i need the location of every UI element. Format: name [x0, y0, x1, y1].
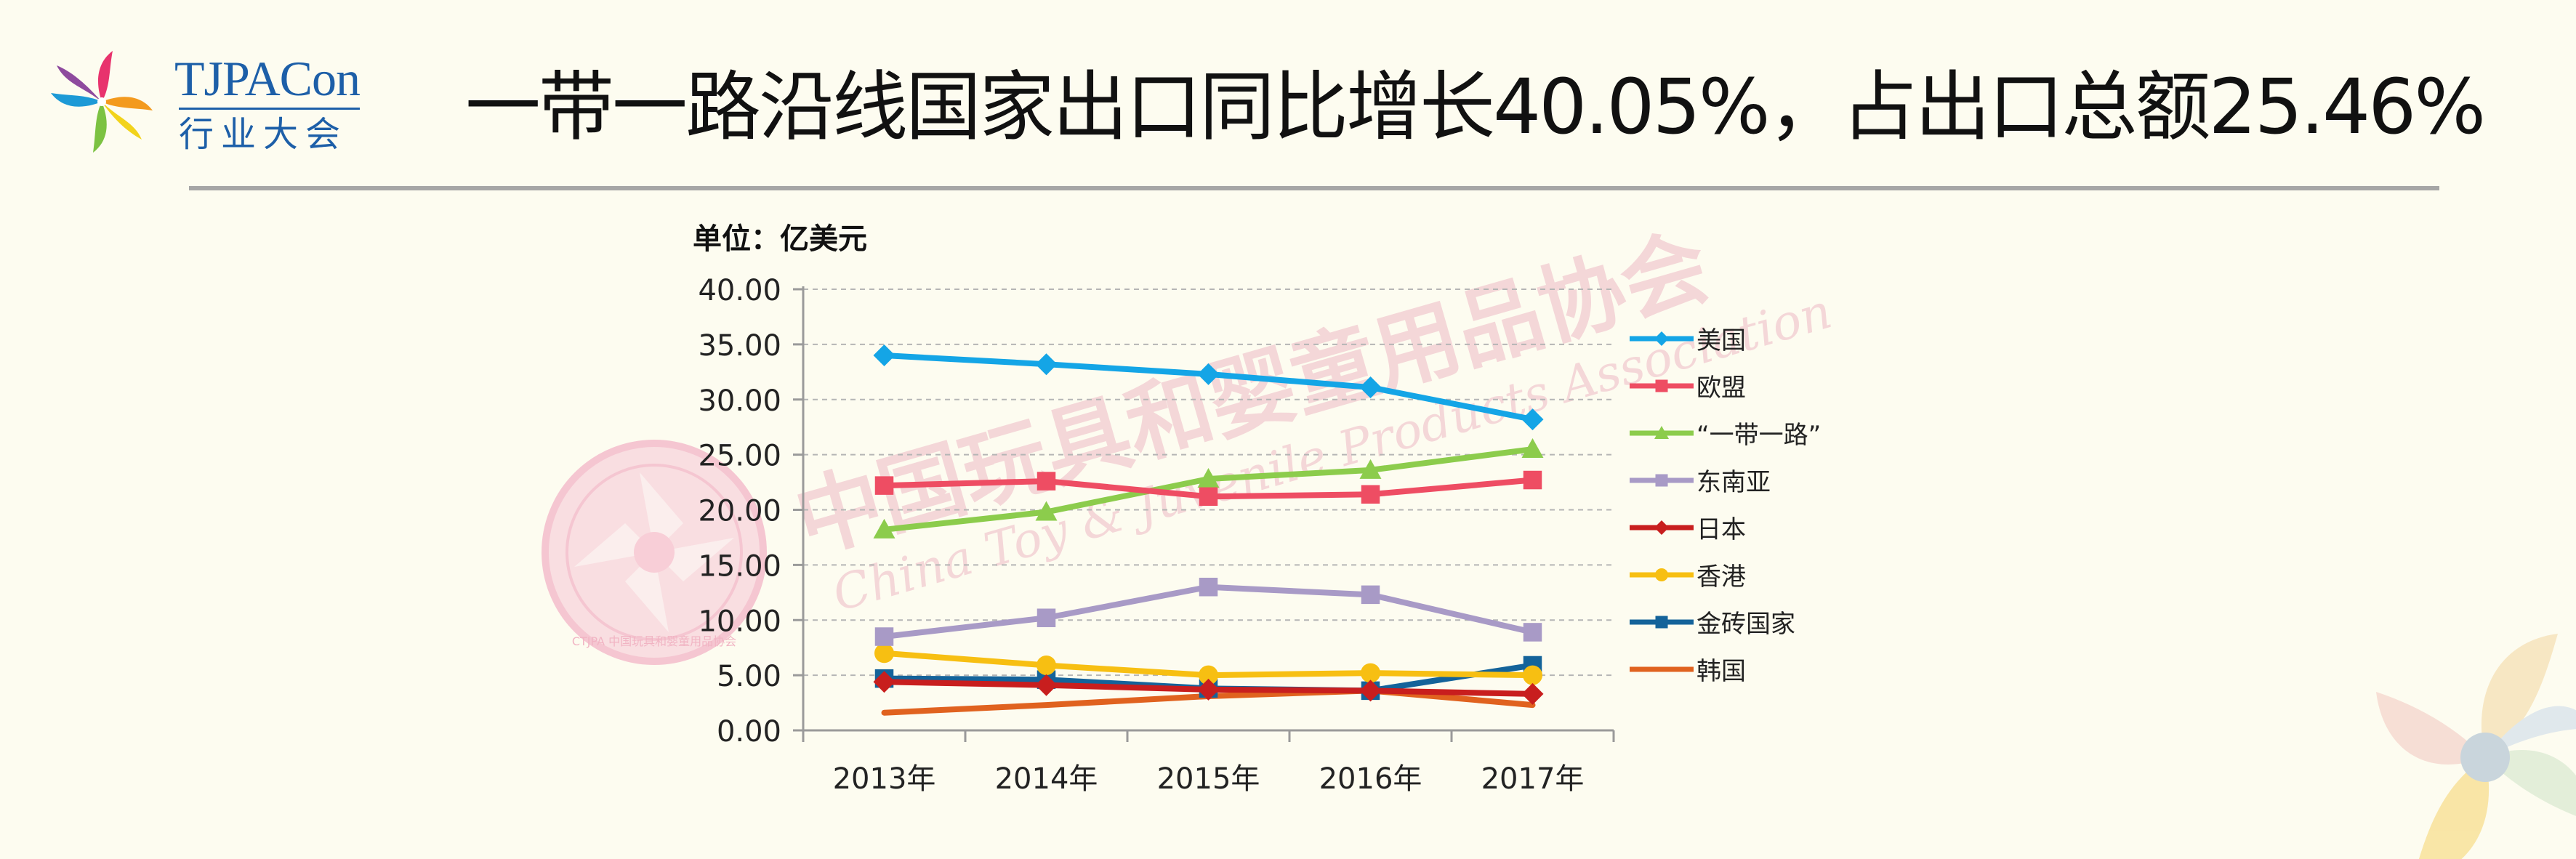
- y-tick-label: 25.00: [698, 440, 781, 473]
- series-line: [874, 577, 1542, 646]
- data-point: [1523, 470, 1542, 490]
- data-point: [1654, 331, 1669, 346]
- data-point: [873, 344, 895, 367]
- logo: TJPACon 行业大会: [44, 45, 407, 161]
- data-point: [1521, 438, 1544, 459]
- data-point: [1361, 663, 1380, 683]
- data-point: [1199, 665, 1218, 685]
- data-point: [873, 671, 895, 693]
- y-tick-label: 0.00: [717, 715, 781, 749]
- y-tick-label: 5.00: [717, 660, 781, 693]
- data-point: [1197, 468, 1220, 488]
- data-point: [874, 627, 894, 646]
- pinwheel-logo-icon: [51, 51, 153, 153]
- x-tick-label: 2013年: [833, 762, 936, 796]
- series-line: [874, 470, 1542, 507]
- data-point: [1359, 459, 1382, 479]
- legend-label: 金砖国家: [1696, 610, 1795, 639]
- legend-label: 日本: [1696, 515, 1746, 544]
- corner-pinwheel-icon: [2376, 634, 2576, 859]
- data-point: [1035, 501, 1058, 521]
- legend-item: 金砖国家: [1630, 610, 1795, 639]
- legend-item: 日本: [1630, 515, 1746, 544]
- series-line: [873, 344, 1544, 431]
- series-line: [873, 671, 1544, 705]
- data-point: [1654, 520, 1669, 535]
- data-point: [1361, 585, 1380, 605]
- y-tick-label: 20.00: [698, 495, 781, 528]
- title-divider: [189, 186, 2439, 190]
- data-point: [1359, 376, 1382, 399]
- data-point: [873, 518, 895, 539]
- x-tick-labels: 2013年 2014年 2015年 2016年 2017年: [833, 762, 1585, 796]
- data-point: [874, 643, 894, 664]
- data-point: [1197, 678, 1220, 701]
- data-point: [1521, 408, 1544, 431]
- data-point: [1199, 577, 1218, 597]
- legend-item: “一带一路”: [1630, 421, 1821, 450]
- data-point: [1655, 568, 1668, 581]
- data-point: [1655, 474, 1668, 487]
- data-point: [1037, 472, 1056, 491]
- data-point: [1035, 674, 1058, 696]
- series-line: [874, 643, 1542, 685]
- legend-label: 韩国: [1696, 657, 1746, 686]
- data-point: [1523, 665, 1542, 685]
- data-point: [1037, 608, 1056, 627]
- data-point: [1655, 379, 1668, 392]
- series-line: [873, 438, 1544, 539]
- gridlines: [803, 289, 1614, 677]
- data-point: [874, 476, 894, 495]
- series-layer: [873, 344, 1544, 716]
- legend-item: 东南亚: [1630, 468, 1771, 497]
- watermark-seal: CTJPA 中国玩具和婴童用品协会: [542, 440, 767, 665]
- unit-label: 单位：亿美元: [693, 222, 867, 256]
- legend-label: “一带一路”: [1696, 421, 1821, 450]
- legend-label: 东南亚: [1696, 468, 1771, 497]
- legend-item: 美国: [1630, 326, 1746, 355]
- y-tick-label: 35.00: [698, 329, 781, 363]
- axes: [793, 286, 1615, 742]
- y-tick-label: 10.00: [698, 605, 781, 638]
- legend-label: 美国: [1696, 326, 1746, 355]
- data-point: [1361, 485, 1380, 504]
- page-title: 一带一路沿线国家出口同比增长40.05%，占出口总额25.46%: [465, 62, 2486, 151]
- data-point: [1199, 487, 1218, 507]
- legend-item: 欧盟: [1630, 374, 1746, 403]
- data-point: [1359, 679, 1382, 702]
- x-tick-label: 2017年: [1481, 762, 1585, 796]
- data-point: [1523, 623, 1542, 642]
- legend-label: 欧盟: [1696, 374, 1746, 403]
- x-tick-label: 2015年: [1157, 762, 1260, 796]
- legend-label: 香港: [1696, 562, 1746, 592]
- legend-item: 韩国: [1630, 657, 1746, 686]
- x-tick-label: 2014年: [995, 762, 1098, 796]
- data-point: [1654, 426, 1669, 439]
- legend-item: 香港: [1630, 562, 1746, 592]
- data-point: [1521, 682, 1544, 705]
- data-point: [1655, 616, 1668, 629]
- y-tick-label: 15.00: [698, 549, 781, 583]
- logo-name-en: TJPACon: [174, 51, 361, 106]
- x-tick-label: 2016年: [1319, 762, 1422, 796]
- watermark-text: 中国玩具和婴童用品协会 China Toy & Juvenile Product…: [784, 215, 1838, 623]
- watermark-seal-text: CTJPA 中国玩具和婴童用品协会: [572, 634, 736, 648]
- y-tick-labels: 40.00 35.00 30.00 25.00 20.00 15.00 10.00 5.00 0…: [698, 274, 781, 749]
- logo-name-zh: 行业大会: [179, 108, 361, 156]
- data-point: [1037, 655, 1056, 675]
- y-tick-label: 40.00: [698, 274, 781, 307]
- data-point: [1197, 363, 1220, 385]
- data-point: [1035, 353, 1058, 376]
- y-tick-label: 30.00: [698, 384, 781, 418]
